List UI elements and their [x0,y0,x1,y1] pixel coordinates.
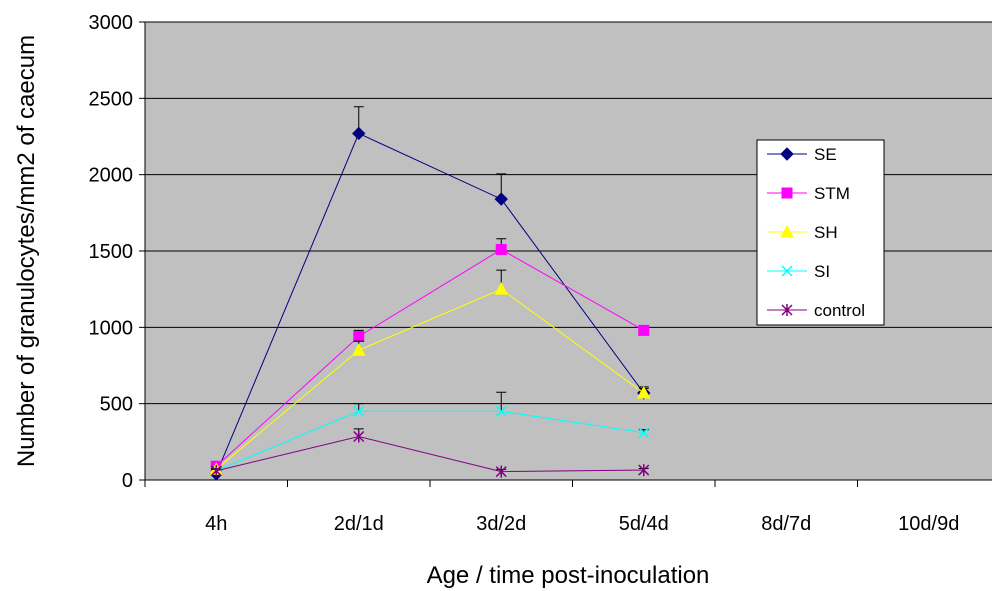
legend-marker-control [781,304,793,316]
legend: SE STM SH SI control [756,139,885,326]
legend-items: SE STM SH SI control [767,145,865,320]
y-tick-label: 0 [122,470,133,492]
data-point-control [495,465,507,478]
data-point-stm [638,324,650,336]
series-line-sh [215,288,645,470]
y-tick-label: 1000 [89,317,134,339]
y-tick-label: 2000 [89,165,134,187]
series-line-se [215,132,645,475]
legend-marker-sh [780,224,794,238]
legend-marker-stm [781,187,793,199]
series-group [209,106,651,481]
legend-label-sh: SH [814,223,838,242]
x-axis-ticks: 4h 2d/1d 3d/2d 5d/4d 8d/7d 10d/9d [144,480,959,535]
error-bar-si [353,403,364,412]
data-point-se [494,192,508,206]
series-line-stm [215,248,644,467]
x-axis-title: Age / time post-inoculation [427,562,710,589]
data-point-si [353,405,365,417]
x-tick-label: 3d/2d [476,513,526,535]
x-tick-label: 2d/1d [334,513,384,535]
series-line-control [216,435,644,473]
data-point-sh [351,343,366,356]
data-point-si [638,427,650,439]
gridlines [145,21,992,405]
data-point-sh [494,282,509,295]
data-point-se [352,126,366,141]
series-control [210,428,650,478]
legend-marker-se [780,147,794,161]
x-tick-label: 8d/7d [761,513,811,535]
x-tick-label: 4h [205,513,227,535]
y-axis-ticks: 0 500 1000 1500 2000 2500 3000 [89,12,145,492]
data-point-stm [495,243,507,255]
y-axis-title: Number of granulocytes/mm2 of caecum [13,35,40,467]
x-tick-label: 10d/9d [898,513,959,535]
y-tick-label: 1500 [89,241,134,263]
legend-label-stm: STM [814,184,850,203]
data-point-control [638,464,650,477]
y-tick-label: 2500 [89,88,134,110]
data-point-si [495,405,507,417]
legend-marker-si [781,265,793,277]
legend-label-se: SE [814,145,837,164]
x-tick-label: 5d/4d [619,513,669,535]
data-point-sh [636,385,651,399]
data-point-stm [353,330,365,342]
data-point-control [210,464,222,477]
y-tick-label: 3000 [89,12,134,34]
y-tick-label: 500 [100,394,133,416]
data-point-control [353,430,365,443]
series-line-si [216,410,644,472]
legend-label-control: control [814,301,865,320]
legend-label-si: SI [814,262,830,281]
error-bar-si [496,391,507,412]
